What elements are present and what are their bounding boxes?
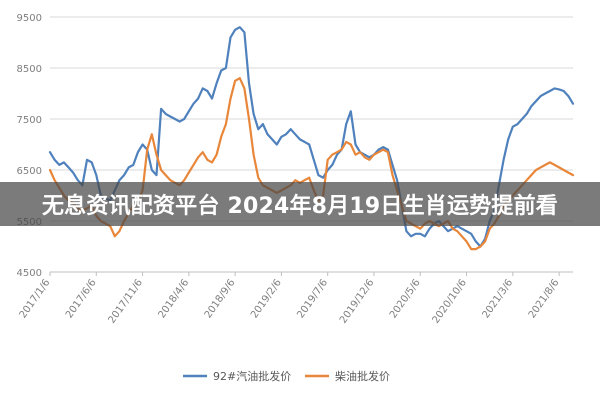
legend-label: 92#汽油批发价 [213,369,291,383]
x-tick-label: 2019/7/6 [295,277,330,320]
x-tick-label: 2018/4/6 [157,277,192,320]
x-tick-label: 2021/8/6 [527,277,562,320]
x-tick-label: 2020/10/6 [431,277,469,325]
series-line-gasoline [48,26,575,248]
legend-label: 柴油批发价 [335,369,390,383]
overlay-title: 无息资讯配资平台 2024年8月19日生肖运势提前看 [41,194,558,219]
x-tick-label: 2019/12/6 [338,277,376,325]
x-tick-label: 2017/1/6 [18,277,53,320]
overlay-banner: 无息资讯配资平台 2024年8月19日生肖运势提前看 [0,182,600,226]
x-tick-label: 2021/3/6 [481,277,516,320]
y-tick-label: 7500 [17,115,42,126]
y-tick-label: 4500 [17,268,42,279]
x-tick-label: 2019/2/6 [249,277,284,320]
x-tick-label: 2017/6/6 [64,277,99,320]
y-tick-label: 9500 [17,13,42,24]
x-tick-label: 2020/5/6 [388,277,423,320]
x-tick-label: 2018/9/6 [203,277,238,320]
y-tick-label: 8500 [17,64,42,75]
y-tick-label: 6500 [17,166,42,177]
x-tick-label: 2017/11/6 [107,277,145,325]
